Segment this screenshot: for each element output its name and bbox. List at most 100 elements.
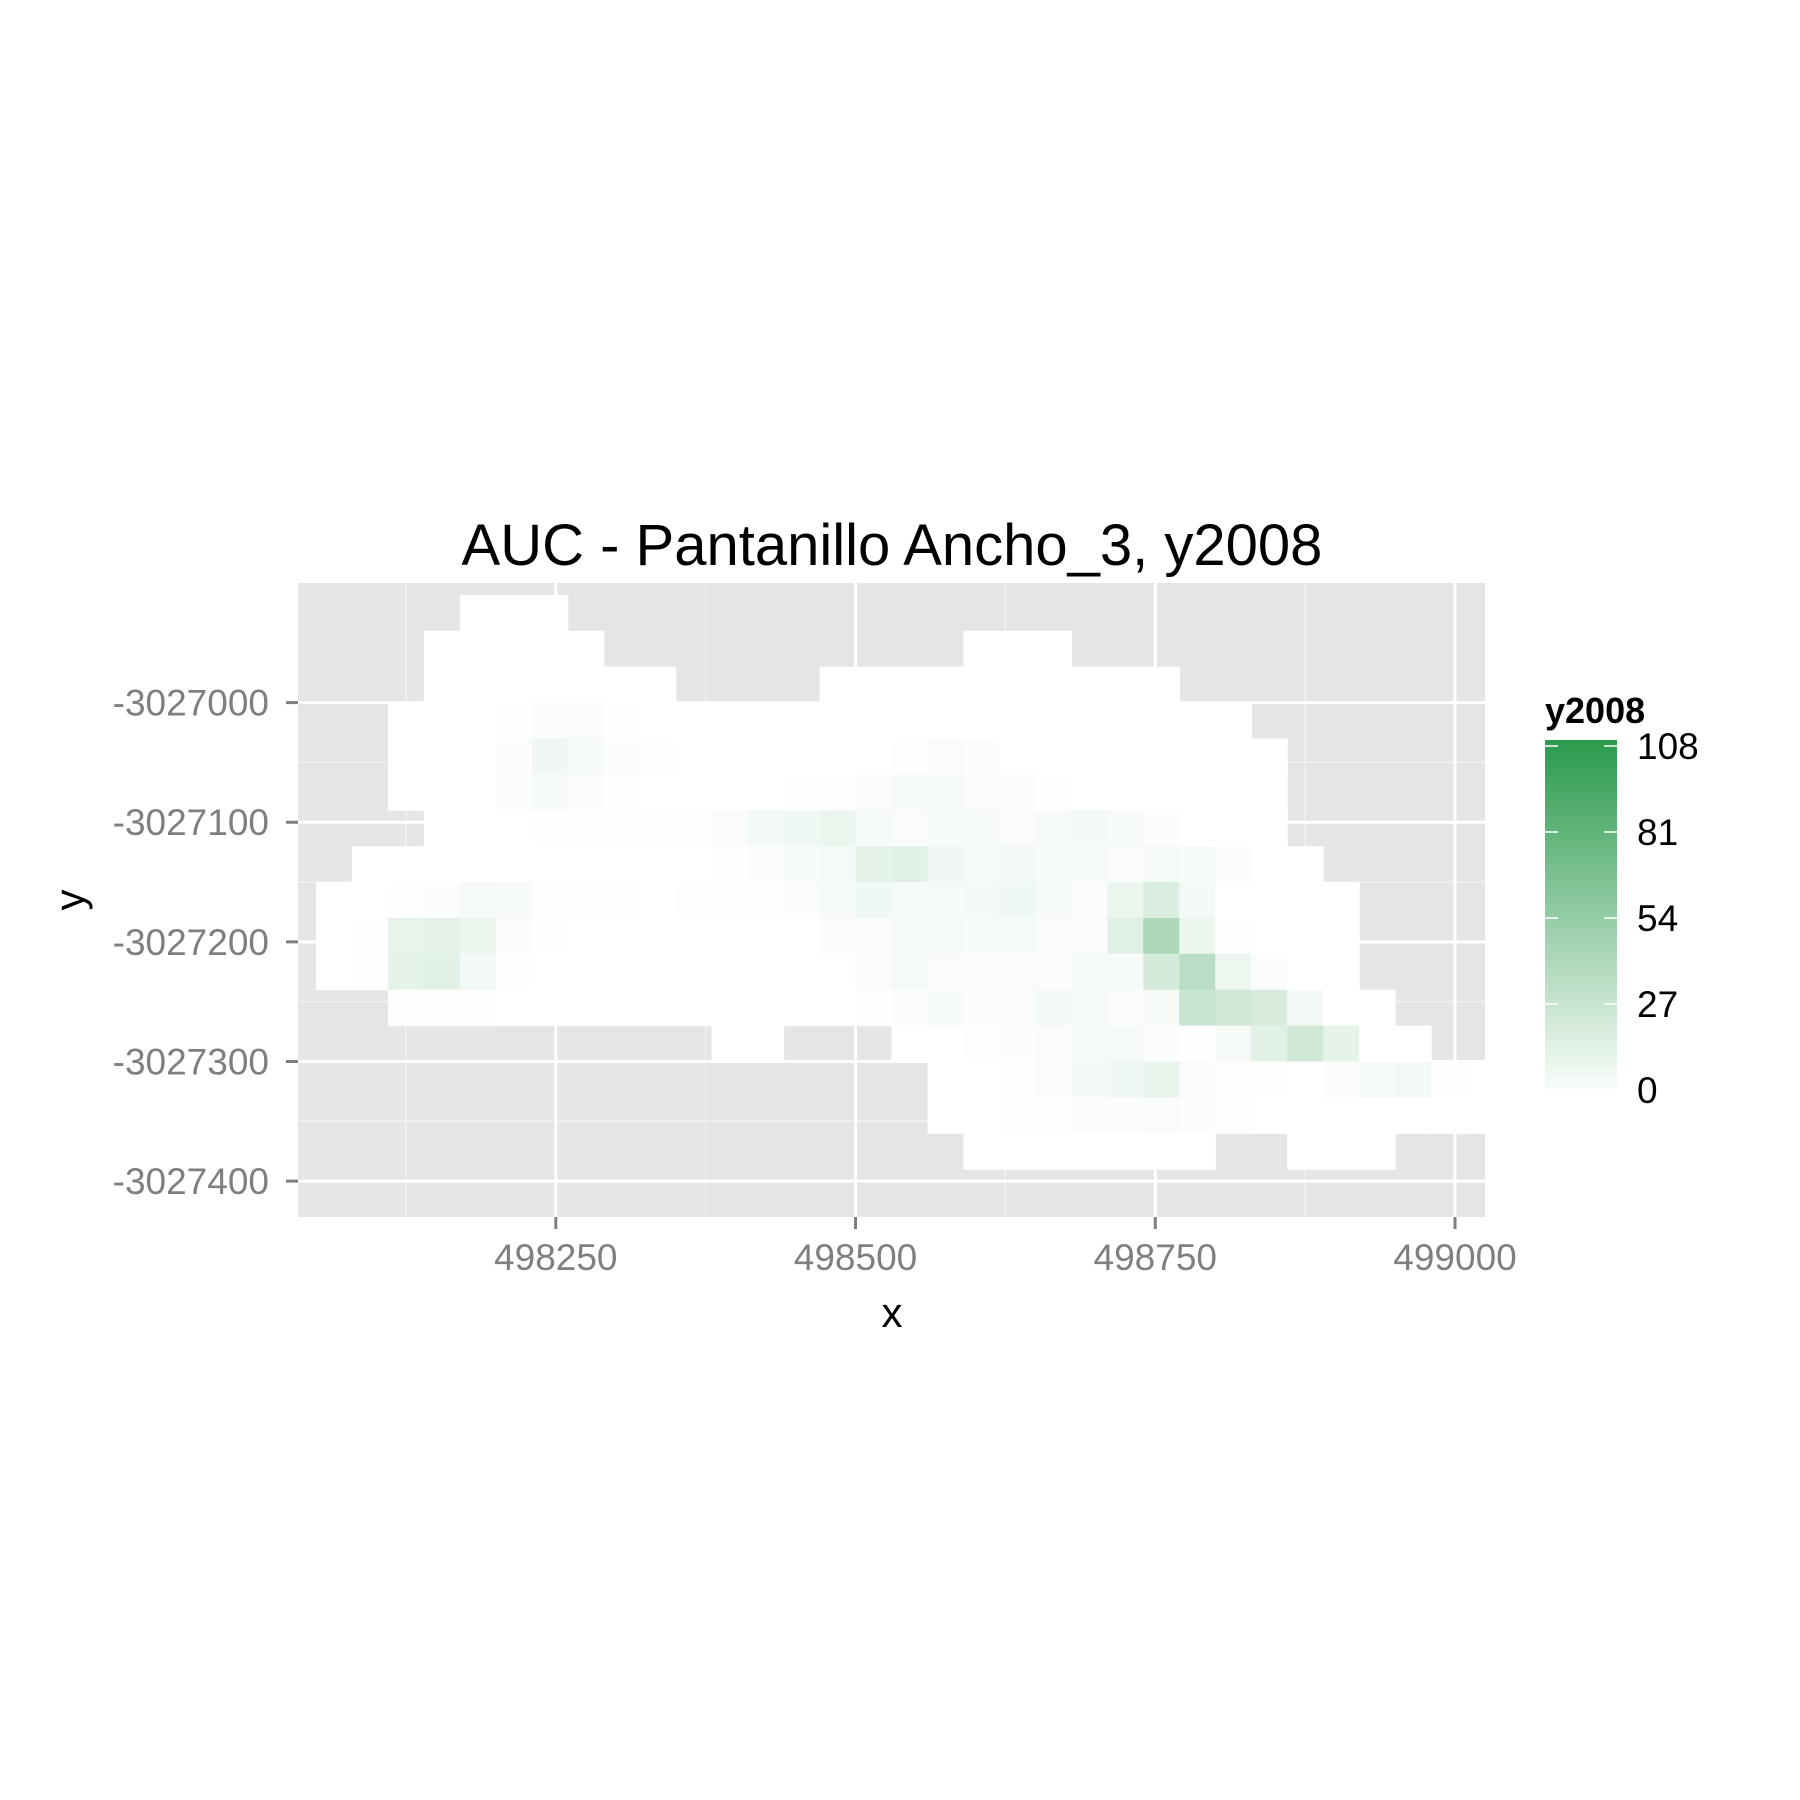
heatmap-cell — [1035, 702, 1072, 740]
heatmap-cell — [567, 774, 605, 811]
heatmap-cell — [1251, 738, 1288, 775]
heatmap-cell — [711, 917, 749, 955]
heatmap-cell — [1215, 738, 1252, 775]
heatmap-cell — [999, 774, 1036, 811]
heatmap-cell — [1215, 1025, 1252, 1063]
heatmap-cell — [891, 989, 929, 1027]
heatmap-cell — [1035, 882, 1072, 919]
heatmap-cell — [891, 738, 929, 775]
heatmap-cell — [1287, 1061, 1324, 1098]
x-axis: 498250 498500 498750 499000 — [494, 1217, 1517, 1278]
heatmap-cell — [855, 846, 893, 883]
heatmap-cell — [639, 666, 677, 704]
heatmap-cell — [459, 738, 497, 775]
heatmap-cell — [1107, 702, 1144, 740]
heatmap-cell — [603, 666, 641, 704]
heatmap-cell — [675, 989, 713, 1027]
heatmap-cell — [1287, 1097, 1324, 1134]
heatmap-cell — [711, 774, 749, 811]
heatmap-cell — [1287, 917, 1324, 955]
heatmap-cell — [567, 846, 605, 883]
heatmap-cell — [1035, 1097, 1072, 1134]
heatmap-cell — [1179, 1133, 1216, 1170]
heatmap-cell — [603, 882, 641, 919]
heatmap-cell — [495, 917, 533, 955]
heatmap-cell — [1179, 989, 1216, 1027]
heatmap-cell — [567, 953, 605, 991]
heatmap-cell — [747, 810, 785, 847]
heatmap-cell — [1071, 810, 1108, 847]
heatmap-cell — [1323, 882, 1360, 919]
heatmap-cell — [1107, 882, 1144, 919]
heatmap-cell — [1179, 738, 1216, 775]
heatmap-cell — [855, 810, 893, 847]
legend-label: 108 — [1637, 726, 1699, 767]
heatmap-cell — [747, 774, 785, 811]
heatmap-cell — [495, 810, 533, 847]
heatmap-cell — [819, 810, 857, 847]
heatmap-cell — [1035, 917, 1072, 955]
heatmap-cell — [963, 774, 1001, 811]
heatmap-cell — [1143, 810, 1180, 847]
heatmap-cell — [423, 738, 461, 775]
heatmap-cell — [1287, 1133, 1324, 1170]
heatmap-cell — [927, 774, 965, 811]
heatmap-cell — [783, 738, 821, 775]
heatmap-cell — [459, 882, 497, 919]
heatmap-cell — [639, 774, 677, 811]
heatmap-cell — [495, 846, 533, 883]
heatmap-cell — [1431, 1061, 1468, 1098]
heatmap-cell — [423, 774, 461, 811]
heatmap-cell — [963, 1133, 1001, 1170]
heatmap-cell — [603, 989, 641, 1027]
heatmap-cell — [1107, 1097, 1144, 1134]
heatmap-cell — [1179, 702, 1216, 740]
heatmap-cell — [855, 953, 893, 991]
heatmap-cell — [999, 738, 1036, 775]
heatmap-cell — [783, 774, 821, 811]
heatmap-cell — [567, 666, 605, 704]
heatmap-cell — [639, 738, 677, 775]
heatmap-cell — [639, 917, 677, 955]
heatmap-cell — [1107, 953, 1144, 991]
y-axis-title: y — [46, 890, 93, 911]
heatmap-cell — [999, 989, 1036, 1027]
heatmap-cell — [387, 846, 425, 883]
heatmap-cell — [1143, 1133, 1180, 1170]
heatmap-cell — [459, 846, 497, 883]
heatmap-cell — [927, 1097, 965, 1134]
heatmap-cell — [999, 882, 1036, 919]
heatmap-cell — [747, 702, 785, 740]
x-tick-label: 499000 — [1393, 1237, 1516, 1278]
heatmap-cell — [1035, 953, 1072, 991]
heatmap-cell — [891, 953, 929, 991]
heatmap-cell — [963, 810, 1001, 847]
heatmap-cell — [531, 702, 569, 740]
heatmap-cell — [1143, 774, 1180, 811]
heatmap-cell — [819, 666, 857, 704]
heatmap-cell — [1359, 1025, 1396, 1063]
x-tick-label: 498750 — [1094, 1237, 1217, 1278]
heatmap-cell — [675, 810, 713, 847]
heatmap-cell — [927, 989, 965, 1027]
heatmap-cell — [819, 846, 857, 883]
legend-label: 81 — [1637, 812, 1678, 853]
heatmap-cell — [1431, 1097, 1468, 1134]
heatmap-cell — [747, 882, 785, 919]
heatmap-cell — [351, 917, 389, 955]
heatmap-cell — [495, 630, 533, 668]
legend-label: 0 — [1637, 1070, 1658, 1111]
heatmap-cell — [999, 917, 1036, 955]
heatmap-cell — [819, 882, 857, 919]
heatmap-cell — [423, 882, 461, 919]
heatmap-cell — [567, 989, 605, 1027]
heatmap-cell — [531, 953, 569, 991]
heatmap-cell — [999, 630, 1036, 668]
heatmap-cell — [351, 882, 389, 919]
heatmap-cell — [1143, 1025, 1180, 1063]
heatmap-cell — [819, 738, 857, 775]
heatmap-cell — [1143, 953, 1180, 991]
heatmap-cell — [963, 666, 1001, 704]
heatmap-cell — [927, 882, 965, 919]
